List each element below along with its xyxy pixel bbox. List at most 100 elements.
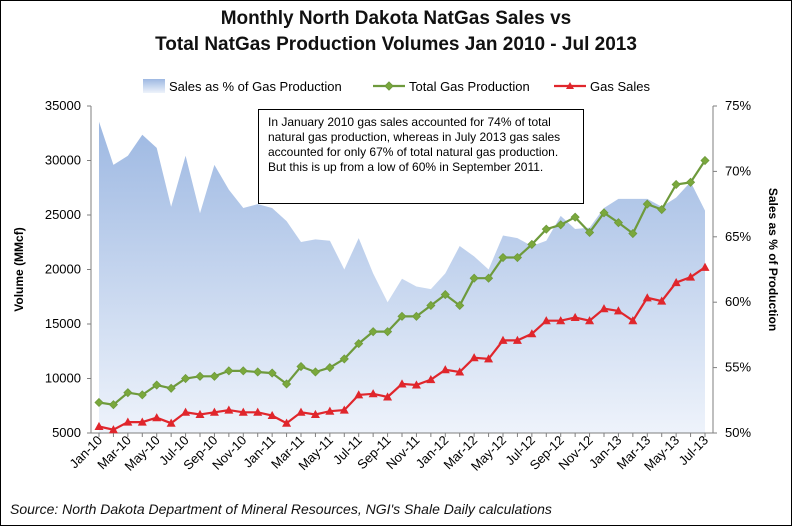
right-tick-label: 65% <box>725 229 751 244</box>
production-point <box>166 383 176 393</box>
sales-point <box>484 354 494 363</box>
production-point <box>282 379 292 389</box>
right-tick-label: 75% <box>725 98 751 113</box>
sales-point <box>397 379 407 388</box>
sales-point <box>296 407 306 416</box>
production-point <box>123 388 133 398</box>
left-tick-label: 15000 <box>45 316 81 331</box>
production-point <box>556 220 566 230</box>
sales-point <box>498 335 508 344</box>
production-point <box>253 367 263 377</box>
production-point <box>94 397 104 408</box>
sales-point <box>469 353 479 362</box>
production-point <box>613 218 623 228</box>
production-point <box>541 224 551 234</box>
sales-point <box>527 329 537 338</box>
production-point <box>411 311 421 321</box>
production-point <box>686 177 696 187</box>
percent-area-layer <box>99 121 705 433</box>
sales-point <box>383 392 393 401</box>
sales-point <box>585 316 595 325</box>
left-tick-label: 30000 <box>45 153 81 168</box>
sales-point <box>253 407 263 416</box>
sales-point <box>411 380 421 389</box>
sales-point <box>541 316 551 325</box>
production-point <box>628 228 638 239</box>
legend-marker-sales <box>566 82 574 89</box>
sales-point <box>700 262 710 271</box>
y-axis-title-left: Volume (MMcf) <box>12 227 26 311</box>
production-point <box>498 252 508 263</box>
sales-point <box>570 312 580 321</box>
production-point <box>570 212 580 222</box>
production-point <box>527 239 537 249</box>
sales-point <box>613 306 623 315</box>
production-point <box>700 155 710 166</box>
sales-point <box>310 409 320 418</box>
production-point <box>339 354 349 364</box>
left-tick-label: 10000 <box>45 371 81 386</box>
sales-point <box>455 367 465 376</box>
chart-title-line-2: Total NatGas Production Volumes Jan 2010… <box>155 34 637 55</box>
left-tick-label: 20000 <box>45 262 81 277</box>
production-point <box>310 367 320 377</box>
left-tick-label: 35000 <box>45 98 81 113</box>
annotation-box: In January 2010 gas sales accounted for … <box>258 109 584 204</box>
sales-point <box>108 425 118 434</box>
production-point <box>671 179 681 190</box>
sales-point <box>642 293 652 302</box>
legend-marker-production <box>384 81 394 91</box>
production-point <box>296 361 306 372</box>
sales-point <box>123 417 133 426</box>
production-point <box>108 400 118 410</box>
sales-point <box>368 389 378 398</box>
sales-point <box>512 335 522 344</box>
production-point <box>440 290 450 300</box>
production-point <box>195 371 205 381</box>
sales-point <box>325 406 335 415</box>
sales-point <box>440 365 450 374</box>
production-point <box>455 300 465 311</box>
sales-point <box>209 407 219 416</box>
legend: Sales as % of Gas Production Total Gas Pr… <box>143 79 650 94</box>
sales-point <box>137 417 147 426</box>
left-tick-label: 25000 <box>45 207 81 222</box>
sales-point <box>166 418 176 427</box>
production-point <box>512 252 522 263</box>
production-point <box>469 273 479 283</box>
legend-swatch-area <box>143 79 165 93</box>
sales-point <box>267 410 277 420</box>
production-point <box>383 327 393 337</box>
sales-point <box>282 418 292 427</box>
axis-titles: Volume (MMcf) Sales as % of Production <box>12 188 780 331</box>
production-point <box>137 390 147 400</box>
y-axis-title-right: Sales as % of Production <box>766 188 780 331</box>
source-note: Source: North Dakota Department of Miner… <box>10 501 552 517</box>
production-point <box>209 371 219 381</box>
x-tick-label: Jul-13 <box>675 433 711 469</box>
sales-point <box>339 405 349 414</box>
sales-point <box>599 304 609 313</box>
production-point <box>152 380 162 390</box>
percent-area <box>99 121 705 433</box>
production-point <box>484 273 494 283</box>
right-tick-label: 60% <box>725 294 751 309</box>
sales-point <box>657 296 667 305</box>
production-point <box>426 300 436 311</box>
sales-point <box>195 409 205 418</box>
production-point <box>599 208 609 218</box>
axes-layer <box>87 105 717 437</box>
sales-point <box>354 390 364 399</box>
sales-point <box>152 413 162 422</box>
sales-point <box>224 405 234 414</box>
chart-title-line-1: Monthly North Dakota NatGas Sales vs <box>220 8 572 29</box>
legend-label-area: Sales as % of Gas Production <box>169 79 342 94</box>
sales-point <box>556 316 566 325</box>
production-point <box>267 368 277 378</box>
sales-point <box>628 316 638 325</box>
production-point <box>585 227 595 238</box>
series-lines-layer <box>94 155 710 434</box>
sales-point <box>426 374 436 384</box>
